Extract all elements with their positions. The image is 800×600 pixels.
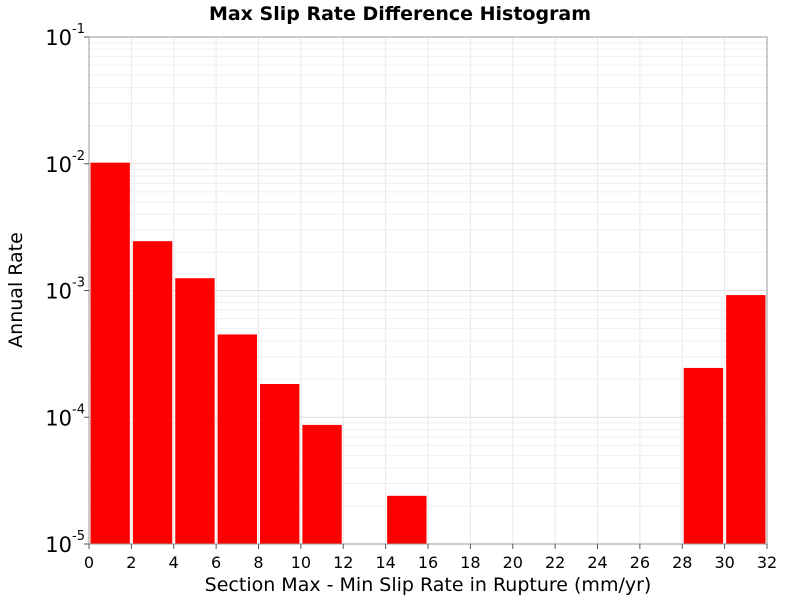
x-tick-label: 20 — [503, 553, 523, 572]
y-axis-label: Annual Rate — [5, 232, 27, 348]
x-axis-label: Section Max - Min Slip Rate in Rupture (… — [205, 574, 652, 596]
histogram-bar — [683, 367, 724, 544]
y-tick-label-exponent: -2 — [72, 149, 85, 164]
x-tick-label: 8 — [253, 553, 263, 572]
histogram-bar — [302, 424, 342, 544]
x-tick-label: 32 — [757, 553, 777, 572]
x-tick-label: 2 — [126, 553, 136, 572]
x-axis-ticks: 0 2 4 6 8 10 12 14 16 18 20 22 24 26 28 30 32 — [84, 544, 777, 572]
y-axis-ticks: 10-110-210-310-410-5 — [45, 22, 89, 557]
y-tick-label-base: 10 — [45, 533, 72, 557]
y-tick-label-exponent: -5 — [72, 529, 85, 544]
histogram-bar — [90, 162, 130, 545]
y-tick-label-exponent: -4 — [72, 402, 85, 417]
y-tick-label-exponent: -1 — [72, 22, 85, 37]
histogram-bar — [260, 383, 300, 544]
chart-title: Max Slip Rate Difference Histogram — [209, 3, 591, 25]
histogram-bar — [387, 495, 427, 544]
y-tick-label-base: 10 — [45, 26, 72, 50]
x-tick-label: 30 — [714, 553, 734, 572]
x-tick-label: 14 — [375, 553, 395, 572]
x-tick-label: 10 — [291, 553, 311, 572]
bars — [90, 162, 766, 545]
x-tick-label: 16 — [418, 553, 438, 572]
x-tick-label: 18 — [460, 553, 480, 572]
x-tick-label: 6 — [211, 553, 221, 572]
x-tick-label: 12 — [333, 553, 353, 572]
y-tick-label-base: 10 — [45, 153, 72, 177]
grid — [88, 37, 768, 545]
y-tick-label-base: 10 — [45, 406, 72, 430]
y-tick-label-base: 10 — [45, 280, 72, 304]
x-tick-label: 4 — [169, 553, 179, 572]
histogram-bar — [217, 334, 257, 544]
x-tick-label: 28 — [672, 553, 692, 572]
histogram-bar — [726, 295, 766, 544]
x-tick-label: 0 — [84, 553, 94, 572]
y-tick-label-exponent: -3 — [72, 276, 85, 291]
histogram-bar — [175, 278, 215, 544]
histogram-bar — [132, 241, 173, 544]
x-tick-label: 22 — [545, 553, 565, 572]
x-tick-label: 24 — [587, 553, 607, 572]
x-tick-label: 26 — [630, 553, 650, 572]
